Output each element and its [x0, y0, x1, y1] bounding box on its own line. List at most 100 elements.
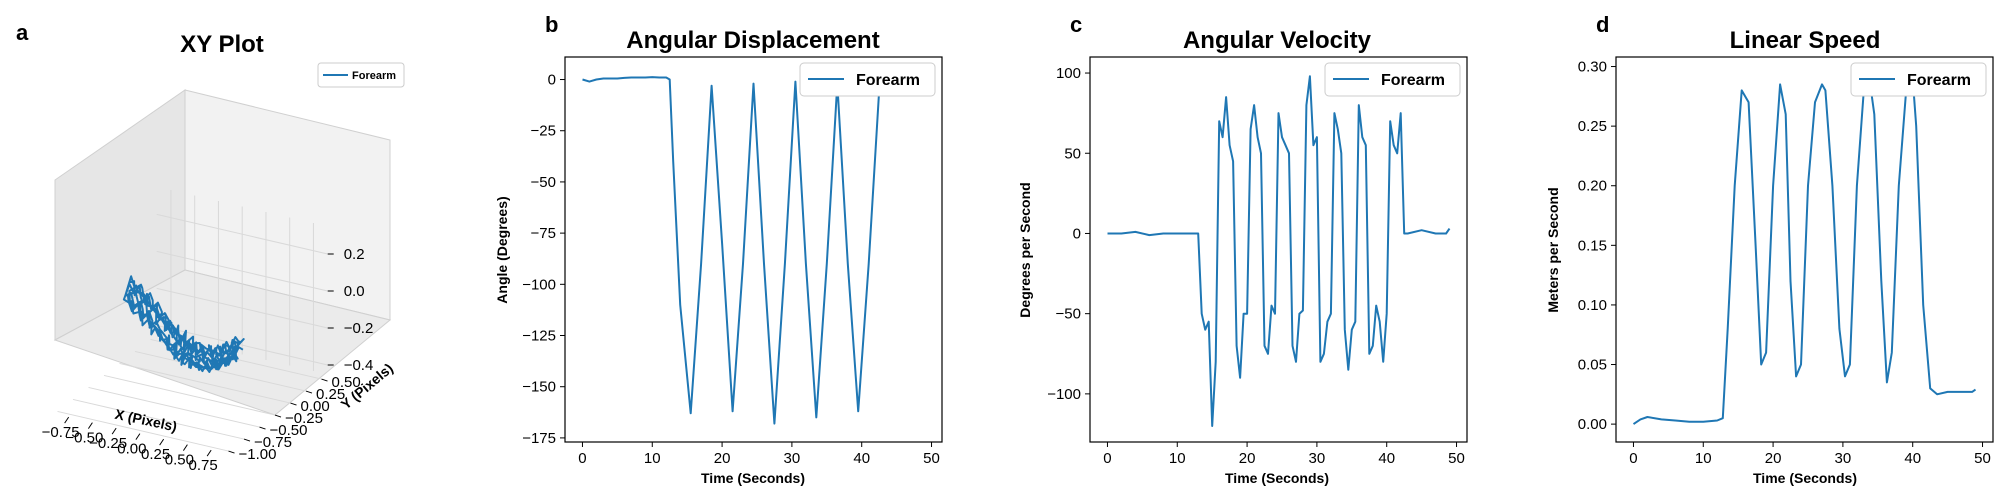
panel-c-ytick-label: −100 — [1047, 386, 1081, 403]
panel-d-xtick-label: 0 — [1629, 450, 1637, 467]
panel-b-angular-displacement: b Angular Displacement 0 10 20 30 40 50 0 −25 −5… — [494, 12, 943, 486]
panel-d-legend-box — [1850, 62, 1987, 97]
panel-c-ytick-label: 0 — [1073, 225, 1081, 242]
panel-a-ytick-label: −0.50 — [270, 422, 308, 439]
panel-d-ytick-label: 0.00 — [1578, 416, 1607, 433]
panel-c-ticks: 0 10 20 30 40 50 100 50 0 −50 −100 — [1047, 65, 1465, 467]
panel-a-ytick — [243, 438, 251, 442]
panel-a-xlabel: X (Pixels) — [114, 406, 179, 435]
panel-b-ytick-label: −100 — [522, 276, 556, 293]
panel-a-ztick-label: −0.2 — [344, 320, 374, 337]
panel-a-xtick-label: −0.50 — [65, 430, 103, 447]
panel-a-ytick-label: 0.50 — [332, 374, 361, 391]
panel-c-xtick-label: 10 — [1169, 450, 1186, 467]
panel-d-xtick-label: 40 — [1904, 450, 1921, 467]
panel-b-ytick-label: −150 — [522, 379, 556, 396]
panel-c-ytick-label: 100 — [1056, 65, 1081, 82]
panel-d-letter: d — [1596, 12, 1609, 37]
panel-a-gridline — [88, 386, 260, 428]
panel-a-legend-label: Forearm — [352, 70, 396, 82]
panel-a-gridline — [134, 350, 307, 392]
panel-a-xtick — [182, 444, 188, 451]
panel-d-plot-area — [1615, 56, 1994, 443]
panel-d-legend-label: Forearm — [1907, 72, 1971, 89]
panel-b-ytick-label: −25 — [531, 123, 556, 140]
panel-a-ytick-label: 0.25 — [316, 386, 345, 403]
panel-d-ytick-label: 0.30 — [1578, 59, 1607, 76]
panel-d-xtick-label: 30 — [1835, 450, 1852, 467]
panel-c-xlabel: Time (Seconds) — [1225, 470, 1329, 486]
panel-b-xtick-label: 50 — [923, 450, 940, 467]
panel-a-legend: Forearm — [317, 62, 405, 88]
panel-b-legend-box — [799, 62, 936, 97]
panel-a-xtick-label: 0.00 — [117, 441, 146, 458]
panel-a-xtick — [206, 449, 212, 457]
panel-a-trajectory — [122, 275, 245, 373]
panel-c-angular-velocity: c Angular Velocity 0 10 20 30 40 50 100 50 0 −50 −… — [1017, 12, 1468, 486]
panel-a-ztick-label: −0.4 — [344, 357, 374, 374]
panel-a-ztick-label: 0.2 — [344, 246, 365, 263]
panel-c-xtick-label: 50 — [1448, 450, 1465, 467]
panel-b-plot-area — [564, 56, 943, 443]
panel-d-linear-speed: d Linear Speed 0 10 20 30 40 50 0.00 0.05 0.10 0.… — [1545, 12, 1994, 486]
panel-d-title: Linear Speed — [1730, 27, 1881, 54]
panel-c-xtick-label: 20 — [1239, 450, 1256, 467]
panel-a-xtick — [159, 438, 165, 446]
panel-a-gridline — [57, 410, 229, 452]
panel-c-ytick-label: 50 — [1064, 145, 1081, 162]
panel-c-xtick-label: 0 — [1103, 450, 1111, 467]
panel-d-legend: Forearm — [1850, 62, 1987, 97]
panel-b-xtick-label: 0 — [578, 450, 586, 467]
panel-b-legend-label: Forearm — [856, 72, 920, 89]
panel-a-ytick — [274, 414, 282, 418]
panel-b-series-forearm — [582, 76, 881, 425]
panel-a-xtick — [64, 416, 70, 424]
panel-a-gridline — [119, 362, 291, 404]
panel-b-xlabel: Time (Seconds) — [701, 470, 805, 486]
panel-a-xtick-label: −0.75 — [42, 424, 80, 441]
panel-a-xtick-label: −0.25 — [89, 435, 127, 452]
panel-b-ylabel: Angle (Degrees) — [494, 196, 510, 303]
panel-d-ylabel: Meters per Second — [1545, 187, 1561, 312]
panel-a-ytick-label: −0.75 — [254, 434, 292, 451]
panel-b-xtick-label: 20 — [714, 450, 731, 467]
panel-b-title: Angular Displacement — [626, 27, 879, 54]
panel-b-ytick-label: −75 — [531, 225, 556, 242]
panel-a-xtick-label: 0.25 — [141, 446, 170, 463]
panel-b-ytick-label: 0 — [548, 72, 556, 89]
panel-b-ytick-label: −50 — [531, 174, 556, 191]
panel-a-gridline — [156, 213, 328, 255]
panel-a-ytick — [290, 402, 297, 406]
panel-b-ticks: 0 10 20 30 40 50 0 −25 −50 −75 −100 −125 −150 −175 — [522, 72, 940, 467]
panel-b-ytick-label: −125 — [522, 328, 556, 345]
panel-a-title: XY Plot — [180, 31, 264, 58]
panel-c-xtick-label: 30 — [1309, 450, 1326, 467]
panel-a-ytick-label: −1.00 — [239, 446, 277, 463]
panel-d-ytick-label: 0.15 — [1578, 237, 1607, 254]
panel-d-ytick-label: 0.05 — [1578, 357, 1607, 374]
panel-b-ytick-label: −175 — [522, 430, 556, 447]
panel-a-ytick-label: 0.00 — [301, 398, 330, 415]
panel-d-ytick-label: 0.25 — [1578, 118, 1607, 135]
panel-a-tick-labels: −0.75−0.50−0.250.000.250.500.75−1.00−0.7… — [42, 246, 374, 474]
panel-a-gridline — [103, 374, 276, 416]
panel-a-xtick — [135, 433, 141, 440]
panel-d-xtick-label: 10 — [1695, 450, 1712, 467]
panel-a-letter: a — [16, 20, 29, 45]
panel-c-title: Angular Velocity — [1183, 27, 1372, 54]
panel-b-xtick-label: 30 — [784, 450, 801, 467]
panel-d-xlabel: Time (Seconds) — [1753, 470, 1857, 486]
panel-a-ytick — [305, 390, 313, 394]
panel-a-ytick — [321, 378, 328, 382]
panel-a-gridline — [72, 398, 245, 440]
panel-d-xtick-label: 20 — [1765, 450, 1782, 467]
panel-a-ytick-label: −0.25 — [285, 410, 323, 427]
panel-c-legend-box — [1324, 62, 1461, 97]
panel-c-legend-label: Forearm — [1381, 72, 1445, 89]
panel-a-xtick — [111, 427, 117, 435]
panel-d-ytick-label: 0.20 — [1578, 178, 1607, 195]
panel-b-xtick-label: 40 — [853, 450, 870, 467]
panel-a-legend-box — [317, 62, 405, 88]
panel-c-legend: Forearm — [1324, 62, 1461, 97]
panel-c-xtick-label: 40 — [1378, 450, 1395, 467]
